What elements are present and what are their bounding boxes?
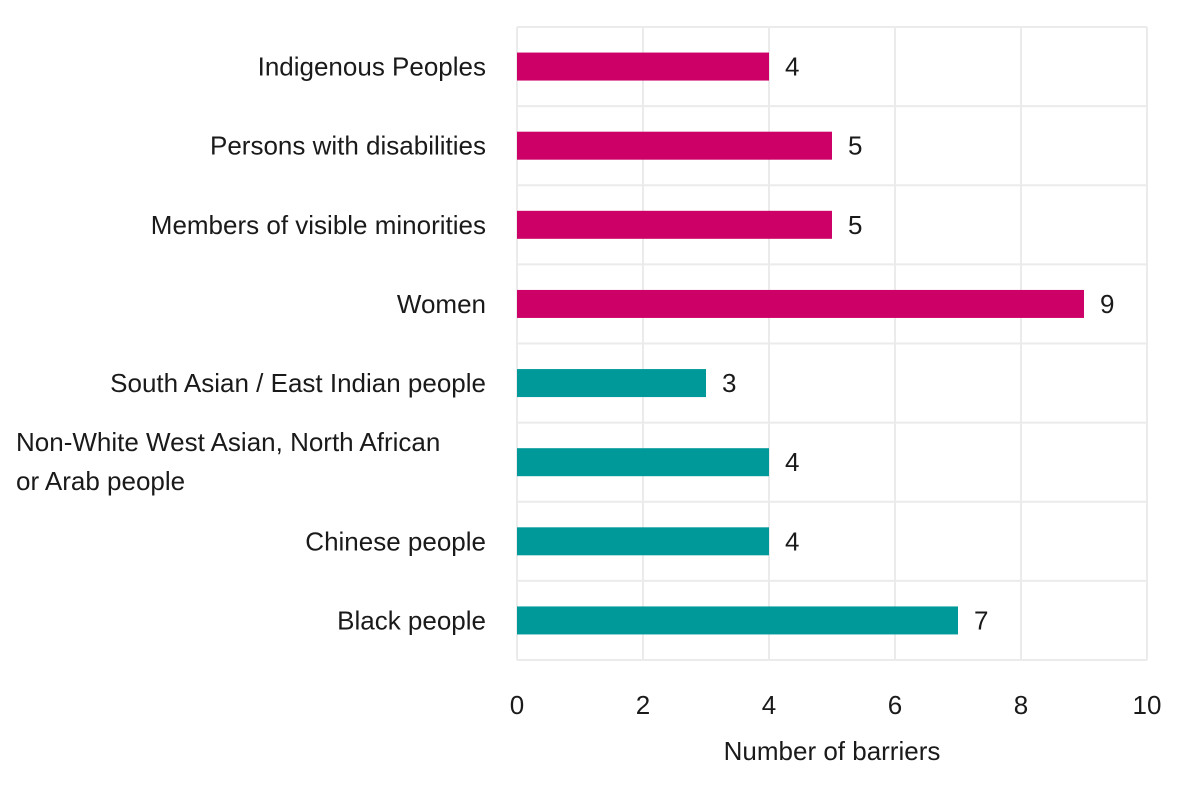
data-labels: 4 5 5 9 3 4 4 7: [722, 52, 1114, 636]
data-label: 5: [848, 131, 862, 161]
category-label: Indigenous Peoples: [258, 52, 486, 82]
x-tick-label: 0: [510, 690, 524, 720]
data-label: 4: [785, 447, 799, 477]
bar: [517, 527, 769, 556]
x-tick-label: 10: [1133, 690, 1162, 720]
x-tick-label: 8: [1014, 690, 1028, 720]
grid: [516, 26, 1148, 661]
data-label: 9: [1100, 289, 1114, 319]
bar: [517, 131, 832, 160]
category-label: Non-White West Asian, North African or Ar…: [16, 427, 440, 496]
category-labels: Indigenous Peoples Persons with disabilit…: [16, 52, 486, 636]
x-axis-title: Number of barriers: [724, 736, 941, 766]
bar: [517, 369, 706, 398]
bars: [517, 52, 1084, 635]
category-label-line: Non-White West Asian, North African: [16, 427, 440, 457]
data-label: 4: [785, 52, 799, 82]
category-label: Members of visible minorities: [151, 210, 486, 240]
data-label: 7: [974, 605, 988, 635]
x-tick-label: 4: [762, 690, 776, 720]
bar: [517, 289, 1084, 318]
data-label: 5: [848, 210, 862, 240]
category-label: Black people: [337, 605, 486, 635]
category-label: Persons with disabilities: [210, 131, 486, 161]
bar: [517, 606, 958, 635]
data-label: 3: [722, 368, 736, 398]
x-axis-ticks: 0 2 4 6 8 10: [510, 690, 1162, 720]
data-label: 4: [785, 526, 799, 556]
x-tick-label: 2: [636, 690, 650, 720]
category-label: South Asian / East Indian people: [110, 368, 486, 398]
category-label: Women: [397, 289, 486, 319]
bar: [517, 448, 769, 477]
category-label: Chinese people: [305, 526, 486, 556]
category-label-line: or Arab people: [16, 466, 185, 496]
bar: [517, 210, 832, 239]
x-tick-label: 6: [888, 690, 902, 720]
bar: [517, 52, 769, 81]
